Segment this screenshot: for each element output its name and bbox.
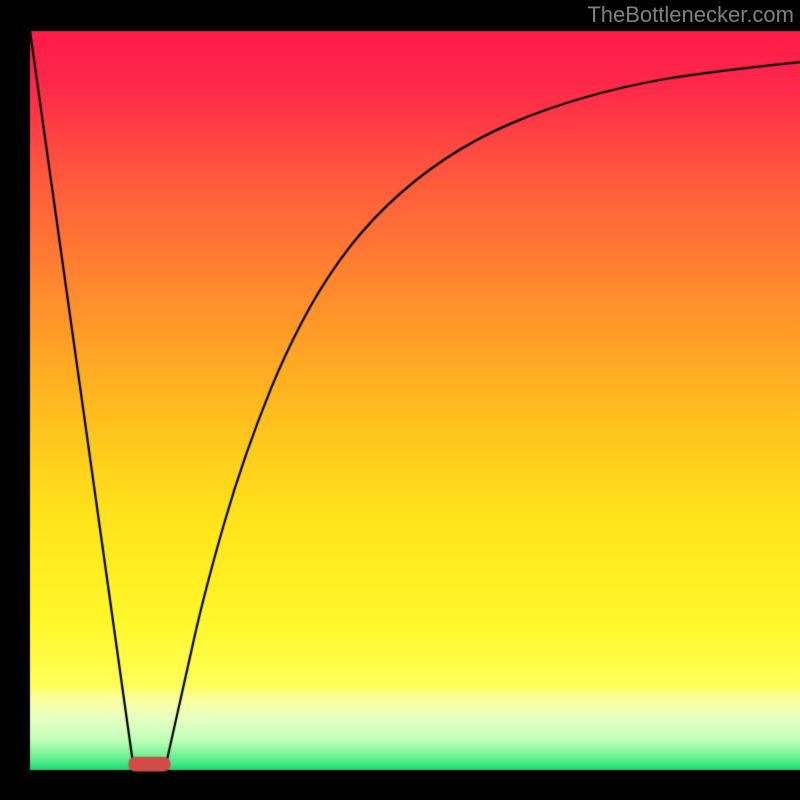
bottleneck-chart <box>0 0 800 800</box>
watermark-text: TheBottlenecker.com <box>587 2 794 28</box>
